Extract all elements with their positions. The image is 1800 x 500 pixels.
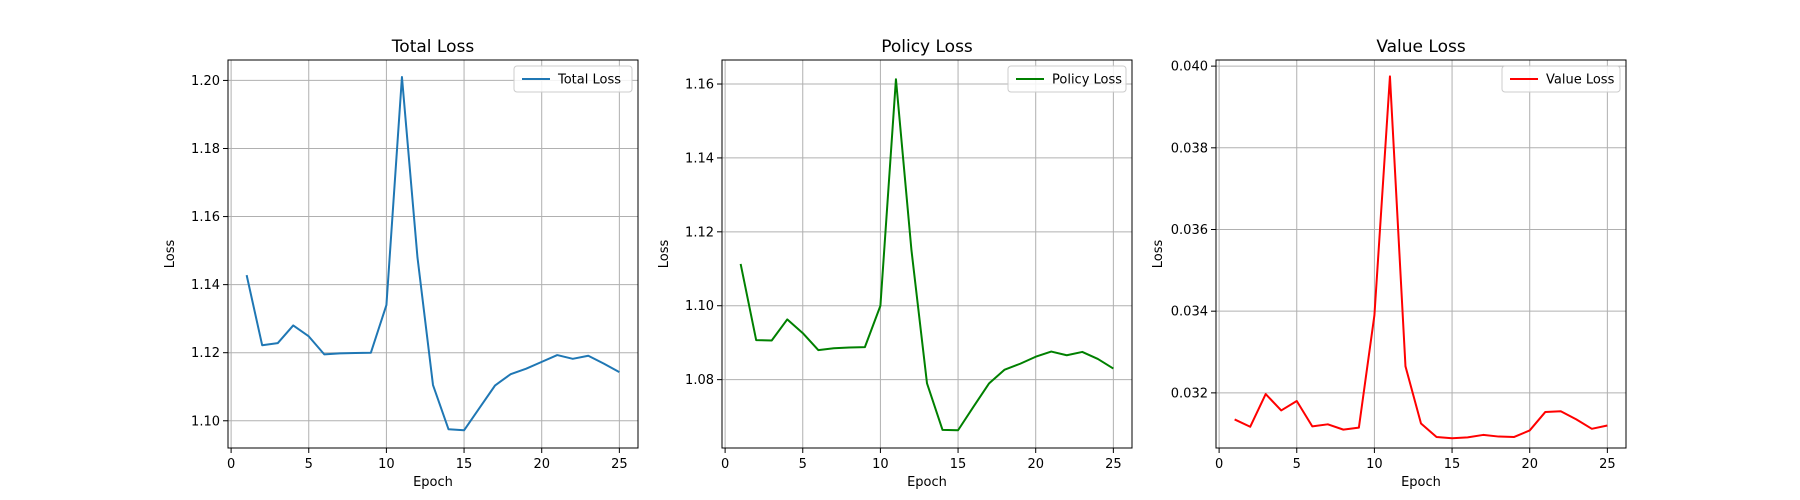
y-tick-label: 0.038 [1171, 141, 1208, 156]
chart-title: Total Loss [391, 37, 475, 57]
legend: Policy Loss [1007, 65, 1127, 93]
y-tick-label: 1.18 [191, 142, 220, 157]
x-tick-label: 15 [1444, 457, 1461, 472]
y-tick-label: 0.032 [1171, 386, 1208, 401]
legend-label: Policy Loss [1052, 73, 1122, 88]
x-tick-label: 10 [1366, 457, 1383, 472]
y-tick-label: 1.10 [685, 299, 714, 314]
chart-title: Policy Loss [881, 37, 973, 57]
y-tick-label: 1.14 [685, 151, 714, 166]
plot-frame [721, 59, 1133, 449]
y-tick-label: 0.034 [1171, 305, 1208, 320]
y-axis-label: Loss [657, 240, 672, 269]
y-tick-label: 0.040 [1171, 60, 1208, 75]
plot-frame [1215, 59, 1627, 449]
x-tick-label: 25 [1599, 457, 1616, 472]
y-tick-label: 1.12 [191, 346, 220, 361]
x-tick-label: 0 [1215, 457, 1223, 472]
x-tick-label: 15 [950, 457, 967, 472]
y-tick-label: 1.16 [191, 210, 220, 225]
x-tick-label: 0 [721, 457, 729, 472]
x-tick-label: 25 [611, 457, 628, 472]
legend-box [1501, 65, 1621, 93]
x-axis-label: Epoch [907, 475, 947, 490]
y-axis-label: Loss [1151, 240, 1166, 269]
series-line-value-loss [1234, 75, 1608, 440]
legend-box [1007, 65, 1127, 93]
y-tick-label: 1.20 [191, 74, 220, 89]
x-tick-label: 0 [227, 457, 235, 472]
x-axis-label: Epoch [413, 475, 453, 490]
y-axis-label: Loss [163, 240, 178, 269]
x-tick-label: 15 [456, 457, 473, 472]
y-tick-label: 1.16 [685, 78, 714, 93]
x-tick-label: 5 [1293, 457, 1301, 472]
x-tick-label: 5 [305, 457, 313, 472]
x-axis-label: Epoch [1401, 475, 1441, 490]
legend-label: Value Loss [1546, 73, 1615, 88]
x-tick-label: 10 [378, 457, 395, 472]
x-tick-label: 20 [1521, 457, 1538, 472]
x-tick-label: 25 [1105, 457, 1122, 472]
x-tick-label: 10 [872, 457, 889, 472]
plot-frame [227, 59, 639, 449]
series-line-policy-loss [739, 78, 1114, 432]
chart-panel-3: 0 5 10 15 20 25 0.032 0.034 0.036 0.038 0.040 Value… [1151, 37, 1627, 490]
chart-panel-2: 0 5 10 15 20 25 1.08 1.10 1.12 1.14 1.16 Policy Los… [657, 37, 1133, 490]
legend-box [513, 65, 633, 93]
y-tick-label: 0.036 [1171, 223, 1208, 238]
chart-panel-1: 0 5 10 15 20 25 1.10 1.12 1.14 1.16 1.18 1.20 Total … [163, 37, 639, 490]
y-tick-label: 1.08 [685, 373, 714, 388]
legend-label: Total Loss [557, 73, 621, 88]
x-tick-label: 20 [1027, 457, 1044, 472]
y-tick-label: 1.12 [685, 225, 714, 240]
chart-title: Value Loss [1376, 37, 1466, 57]
legend: Total Loss [513, 65, 633, 93]
y-tick-label: 1.14 [191, 278, 220, 293]
legend: Value Loss [1501, 65, 1621, 93]
x-tick-label: 5 [799, 457, 807, 472]
y-tick-label: 1.10 [191, 414, 220, 429]
series-line-total-loss [245, 76, 620, 432]
x-tick-label: 20 [533, 457, 550, 472]
